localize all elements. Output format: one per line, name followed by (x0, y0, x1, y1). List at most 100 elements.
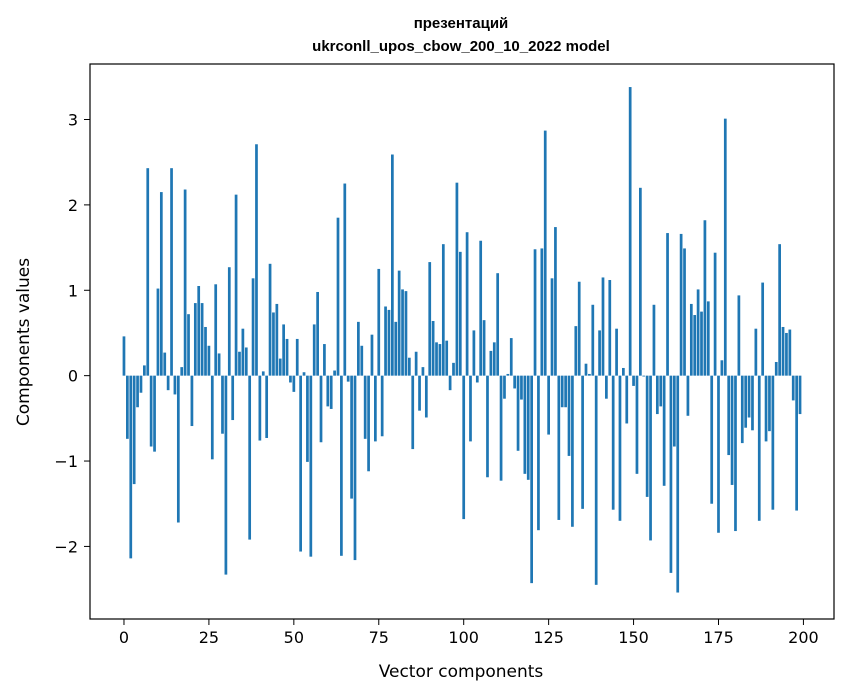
bar-component-106 (482, 320, 486, 376)
bar-component-102 (469, 375, 472, 442)
bar-component-40 (258, 375, 262, 441)
y-axis-ticks: −2 −1 0 1 2 3 (54, 111, 90, 556)
bar-component-153 (642, 375, 646, 377)
bar-component-54 (306, 375, 309, 462)
bar-component-143 (608, 280, 612, 376)
bar-component-130 (564, 375, 567, 408)
y-tick-label: −1 (54, 452, 78, 471)
bar-component-52 (299, 375, 302, 552)
bar-component-0 (122, 336, 126, 376)
bar-component-13 (166, 375, 170, 391)
bar-component-61 (329, 375, 333, 409)
bar-component-71 (363, 375, 367, 439)
bar-component-129 (560, 375, 564, 408)
x-tick-label: 50 (284, 628, 304, 647)
bar-component-197 (791, 375, 795, 401)
y-tick-label: −2 (54, 537, 78, 556)
bar-component-47 (282, 324, 285, 376)
bar-component-84 (407, 357, 411, 376)
bar-component-77 (384, 306, 387, 376)
bar-component-133 (574, 326, 578, 376)
bar-component-163 (676, 375, 680, 593)
bar-component-55 (309, 375, 313, 557)
bar-component-82 (401, 289, 404, 376)
bar-component-87 (418, 375, 421, 411)
bar-component-90 (428, 262, 432, 376)
bar-component-67 (350, 375, 353, 499)
bar-component-58 (319, 375, 323, 443)
bar-component-21 (193, 303, 197, 376)
bar-component-179 (730, 375, 734, 485)
bar-component-169 (696, 289, 700, 376)
bar-component-79 (391, 154, 394, 376)
bar-component-11 (159, 192, 163, 376)
x-tick-label: 150 (618, 628, 649, 647)
bar-component-165 (683, 248, 686, 376)
bar-component-181 (737, 295, 741, 376)
bar-component-198 (795, 375, 798, 511)
bar-component-131 (567, 375, 571, 456)
bar-component-118 (523, 375, 527, 474)
bar-component-126 (550, 278, 554, 376)
bar-component-34 (238, 351, 241, 376)
bar-component-192 (774, 361, 778, 376)
bar-component-149 (628, 87, 632, 376)
bar-component-38 (251, 278, 255, 376)
bar-component-138 (591, 304, 595, 376)
x-tick-label: 125 (533, 628, 564, 647)
bar-component-98 (455, 182, 459, 376)
bar-component-172 (706, 301, 710, 376)
bar-component-15 (173, 375, 177, 395)
bar-component-177 (723, 118, 727, 376)
bar-component-191 (771, 375, 775, 510)
bar-component-56 (312, 324, 316, 376)
bar-component-194 (781, 326, 785, 376)
bar-component-193 (778, 244, 781, 376)
bar-component-41 (261, 371, 265, 376)
bar-component-157 (655, 375, 659, 415)
bar-component-196 (788, 329, 792, 376)
bar-component-100 (462, 375, 466, 520)
bar-component-186 (754, 328, 758, 376)
bar-component-45 (275, 303, 279, 376)
bar-component-121 (533, 249, 537, 376)
bar-component-187 (757, 375, 761, 521)
bar-component-89 (424, 375, 428, 418)
y-tick-label: 1 (68, 281, 78, 300)
bar-component-125 (547, 375, 550, 435)
bar-component-48 (285, 338, 289, 376)
bar-component-199 (798, 375, 802, 415)
bar-component-68 (353, 375, 357, 561)
bar-component-108 (489, 350, 493, 376)
bars-group (122, 87, 802, 593)
bar-component-9 (153, 375, 156, 452)
bar-component-37 (248, 375, 252, 540)
bar-component-59 (323, 344, 326, 376)
bar-component-122 (537, 375, 540, 531)
bar-component-174 (713, 252, 717, 376)
bar-component-113 (506, 373, 510, 376)
x-tick-label: 25 (199, 628, 219, 647)
bar-component-155 (649, 375, 652, 541)
bar-component-57 (316, 291, 319, 376)
bar-component-101 (465, 232, 469, 376)
bar-component-42 (265, 375, 269, 438)
bar-component-50 (292, 375, 296, 392)
bar-component-190 (768, 375, 771, 432)
y-tick-label: 0 (68, 367, 78, 386)
bar-component-44 (272, 312, 275, 376)
bar-component-147 (622, 367, 625, 376)
bar-component-20 (190, 375, 194, 427)
x-tick-label: 100 (448, 628, 479, 647)
bar-component-146 (618, 375, 622, 521)
bar-component-26 (210, 375, 214, 460)
bar-component-36 (244, 347, 248, 376)
bar-component-136 (584, 363, 588, 376)
bar-component-8 (149, 375, 153, 447)
bar-component-110 (496, 273, 500, 376)
plot-frame (89, 63, 835, 620)
bar-component-39 (255, 144, 258, 376)
bar-component-184 (747, 375, 751, 418)
bar-component-162 (672, 375, 676, 447)
